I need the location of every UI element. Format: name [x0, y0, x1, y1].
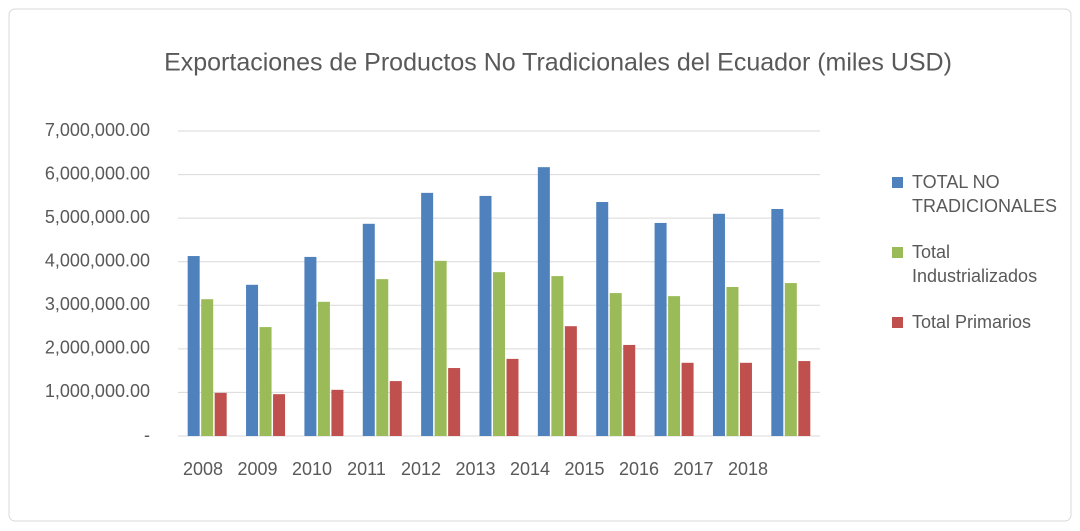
bar [681, 362, 694, 436]
bar [421, 192, 434, 436]
x-tick-label: 2014 [510, 459, 550, 479]
bar [623, 344, 636, 436]
legend-swatch [892, 317, 903, 328]
bar [259, 327, 272, 436]
x-tick-label: 2013 [455, 459, 495, 479]
bar [654, 222, 667, 436]
bar [331, 389, 344, 436]
bar [389, 381, 402, 436]
legend-swatch [892, 247, 903, 258]
x-tick-label: 2012 [401, 459, 441, 479]
bar [214, 392, 227, 436]
x-tick-label: 2009 [237, 459, 277, 479]
legend-item: Total Primarios [892, 310, 1072, 334]
bar [376, 279, 389, 436]
bar [201, 299, 214, 436]
bar [246, 284, 259, 436]
bar [506, 358, 519, 436]
bar [726, 286, 739, 436]
legend-label: TOTAL NO TRADICIONALES [912, 172, 1058, 216]
bar [537, 167, 550, 436]
x-tick-label: 2010 [292, 459, 332, 479]
bar [362, 223, 375, 436]
x-tick-label: 2011 [347, 459, 386, 479]
bar [771, 208, 784, 436]
bar [273, 394, 286, 436]
y-tick-label: 2,000,000.00 [45, 338, 150, 358]
bar [493, 272, 505, 436]
bar [739, 362, 752, 436]
bar [317, 301, 330, 436]
x-tick-label: 2018 [728, 459, 768, 479]
legend-label: Total Industrializados [912, 242, 1038, 286]
x-tick-label: 2017 [673, 459, 713, 479]
bar [187, 256, 200, 436]
y-tick-label: 1,000,000.00 [45, 381, 150, 401]
x-tick-label: 2016 [619, 459, 659, 479]
y-tick-label: - [144, 425, 150, 445]
y-tick-label: 5,000,000.00 [45, 207, 150, 227]
bar [609, 293, 622, 436]
x-tick-label: 2008 [183, 459, 223, 479]
x-tick-label: 2015 [564, 459, 604, 479]
bar [479, 195, 492, 436]
bar [596, 202, 609, 436]
bar [784, 283, 797, 436]
bar [304, 256, 317, 436]
legend-item: TOTAL NO TRADICIONALES [892, 170, 1072, 218]
legend: TOTAL NO TRADICIONALES Total Industrializ… [892, 170, 1072, 356]
bar [551, 276, 564, 436]
chart-title: Exportaciones de Productos No Tradiciona… [164, 49, 952, 77]
legend-label: Total Primarios [912, 312, 1032, 332]
y-tick-label: 3,000,000.00 [45, 294, 150, 314]
legend-item: Total Industrializados [892, 240, 1072, 288]
bar [448, 368, 461, 436]
bar [712, 213, 725, 436]
y-tick-label: 6,000,000.00 [45, 163, 150, 183]
legend-swatch [892, 177, 903, 188]
y-tick-label: 7,000,000.00 [45, 120, 150, 140]
bar [668, 296, 681, 436]
bar [798, 361, 811, 436]
bar [434, 260, 447, 436]
bar [564, 326, 577, 436]
y-tick-label: 4,000,000.00 [45, 250, 150, 270]
